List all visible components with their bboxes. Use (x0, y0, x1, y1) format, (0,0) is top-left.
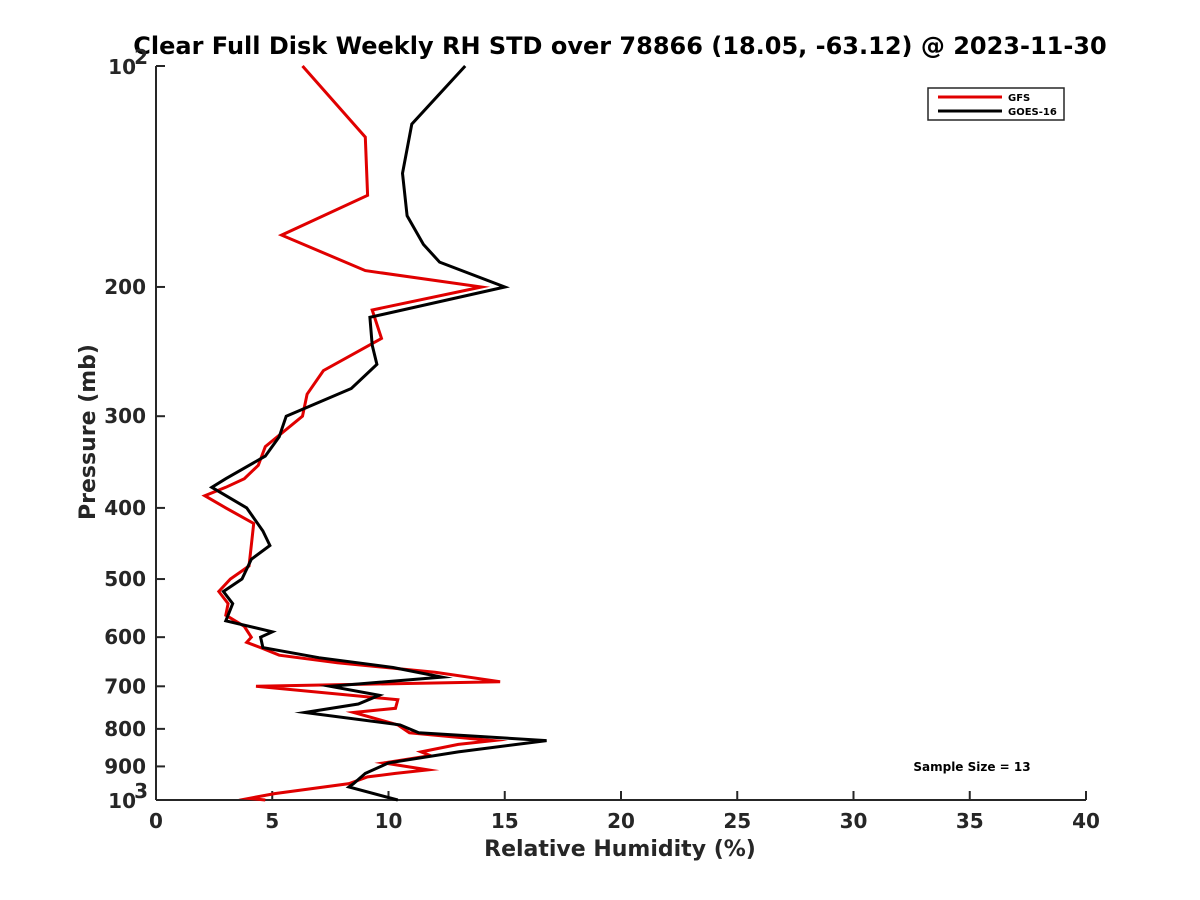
y-tick-label: 10 (108, 789, 136, 813)
legend-box (927, 87, 1065, 121)
y-tick-exponent: 2 (134, 45, 148, 69)
y-tick-label: 400 (104, 496, 146, 520)
series-line-gfs (201, 65, 508, 802)
x-axis-label: Relative Humidity (%) (484, 837, 756, 862)
legend: GFS GOES-16 (927, 87, 1065, 121)
y-tick-label: 700 (104, 674, 146, 698)
y-tick-label: 600 (104, 625, 146, 649)
y-tick-label: 200 (104, 275, 146, 299)
chart-title: Clear Full Disk Weekly RH STD over 78866… (133, 32, 1106, 60)
sample-size-annotation: Sample Size = 13 (913, 760, 1030, 774)
y-tick-exponent: 3 (134, 779, 148, 803)
plot-axes: 0 5 10 15 20 25 30 35 40102200300400500600700800… (104, 45, 1100, 833)
x-tick-label: 35 (956, 809, 984, 833)
y-tick-label: 10 (108, 55, 136, 79)
x-tick-label: 15 (491, 809, 519, 833)
legend-label-goes-16: GOES-16 (1008, 107, 1057, 118)
x-tick-label: 30 (840, 809, 868, 833)
x-tick-label: 20 (607, 809, 635, 833)
y-axis-label: Pressure (mb) (76, 344, 101, 520)
x-tick-label: 25 (723, 809, 751, 833)
y-tick-label: 300 (104, 404, 146, 428)
y-tick-label: 800 (104, 717, 146, 741)
legend-label-gfs: GFS (1008, 93, 1030, 104)
x-tick-label: 10 (375, 809, 403, 833)
x-tick-label: 0 (149, 809, 163, 833)
y-tick-label: 900 (104, 754, 146, 778)
y-tick-label: 500 (104, 567, 146, 591)
x-tick-label: 40 (1072, 809, 1100, 833)
plot-series (201, 64, 547, 802)
x-tick-label: 5 (265, 809, 279, 833)
series-line-goes-16 (208, 64, 547, 802)
